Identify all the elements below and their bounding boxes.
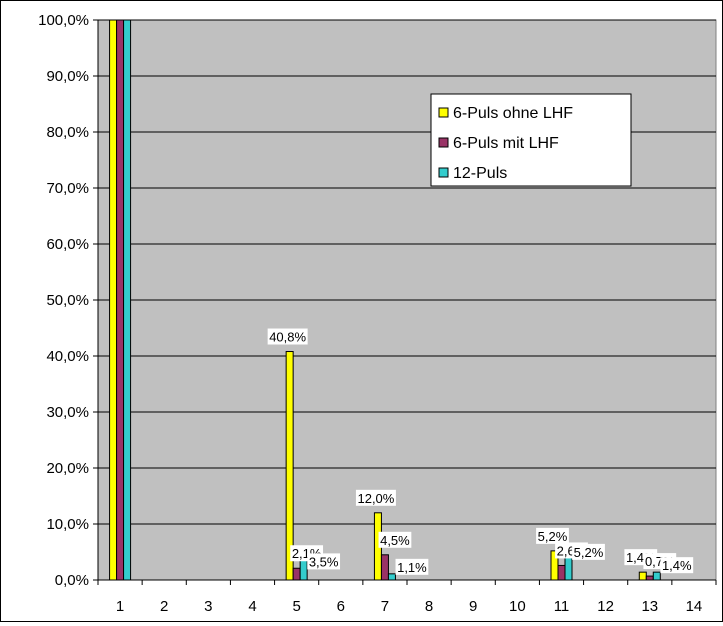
data-label: 5,2% — [538, 529, 568, 544]
data-label-box — [536, 527, 569, 544]
bar-series-3 — [387, 573, 396, 581]
data-label-box — [355, 489, 396, 506]
bar-series-1 — [285, 351, 294, 581]
legend-label: 6-Puls ohne LHF — [453, 105, 573, 122]
x-tick-label: 7 — [381, 598, 389, 615]
data-label-box — [267, 328, 308, 345]
data-label: 12,0% — [357, 491, 394, 506]
y-tick-label: 70,0% — [46, 180, 89, 197]
legend-swatch — [438, 107, 449, 118]
x-tick-label: 1 — [116, 598, 124, 615]
bar-series-1 — [638, 571, 647, 581]
bar-series-2 — [292, 567, 301, 581]
legend-box — [430, 93, 632, 187]
bar-series-1 — [109, 19, 118, 581]
x-tick-label: 9 — [469, 598, 477, 615]
legend-label: 6-Puls mit LHF — [453, 135, 559, 152]
y-tick-label: 50,0% — [46, 292, 89, 309]
x-tick-label: 11 — [554, 598, 570, 615]
x-tick-label: 12 — [597, 598, 614, 615]
data-label-box — [395, 558, 429, 575]
legend-label: 12-Puls — [453, 165, 507, 182]
bar-series-2 — [380, 554, 389, 581]
bar-series-3 — [299, 559, 308, 581]
x-tick-label: 8 — [425, 598, 433, 615]
x-tick-label: 4 — [248, 598, 256, 615]
data-label: 4,5% — [380, 533, 410, 548]
legend-swatch — [438, 137, 449, 148]
x-tick-label: 3 — [204, 598, 212, 615]
data-label-box — [307, 553, 341, 570]
data-label-box — [572, 543, 605, 560]
bar-series-2 — [557, 564, 566, 581]
x-tick-label: 14 — [686, 598, 703, 615]
y-tick-label: 30,0% — [46, 404, 89, 421]
y-tick-label: 60,0% — [46, 236, 89, 253]
data-label-box — [378, 531, 412, 548]
x-tick-label: 13 — [641, 598, 658, 615]
legend-swatch — [438, 167, 449, 178]
x-tick-label: 6 — [337, 598, 345, 615]
y-tick-label: 20,0% — [46, 460, 89, 477]
bar-series-3 — [652, 571, 661, 581]
data-label: 5,2% — [574, 545, 604, 560]
y-tick-label: 90,0% — [46, 68, 89, 85]
bar-series-2 — [645, 575, 654, 581]
bar-series-3 — [123, 19, 132, 581]
x-tick-label: 5 — [292, 598, 300, 615]
y-tick-label: 100,0% — [38, 12, 89, 29]
data-label: 1,1% — [397, 560, 427, 575]
x-tick-label: 10 — [509, 598, 526, 615]
bar-series-2 — [116, 19, 125, 581]
data-label: 40,8% — [269, 330, 306, 345]
y-tick-label: 10,0% — [46, 516, 89, 533]
data-label-box — [660, 557, 694, 574]
y-tick-label: 40,0% — [46, 348, 89, 365]
y-tick-label: 0,0% — [55, 572, 89, 589]
x-tick-label: 2 — [160, 598, 168, 615]
data-label: 3,5% — [309, 554, 339, 569]
y-tick-label: 80,0% — [46, 124, 89, 141]
data-label: 1,4% — [662, 558, 692, 573]
